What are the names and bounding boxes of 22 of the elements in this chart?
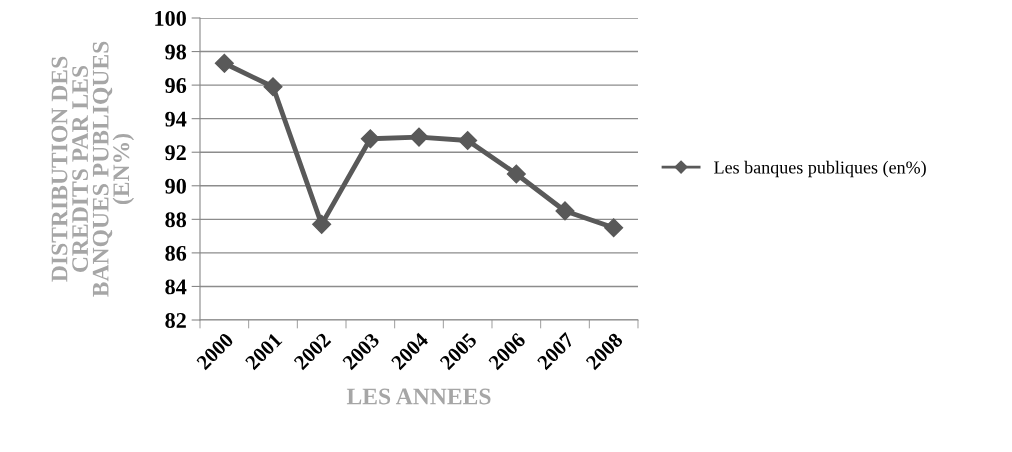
point xyxy=(555,201,575,221)
point xyxy=(458,130,478,151)
y-tick-label: 84 xyxy=(165,279,187,295)
point xyxy=(312,214,332,234)
y-tick-label: 98 xyxy=(165,44,187,60)
point xyxy=(360,129,380,149)
point xyxy=(506,164,526,184)
y-tick-label: 82 xyxy=(165,312,186,328)
y-tick-label: 96 xyxy=(165,78,187,94)
x-axis-title: LES ANNEES xyxy=(346,388,491,405)
y-tick-label: 88 xyxy=(165,212,187,228)
y-tick-label: 86 xyxy=(165,245,187,261)
y-tick-label: 90 xyxy=(165,178,186,194)
point xyxy=(409,127,429,147)
y-tick-label: 100 xyxy=(155,10,186,26)
y-axis-title: DISTRIBUTION DES CREDITS PAR LES BANQUES PUBLIQUES (EN%) xyxy=(51,41,135,297)
point xyxy=(263,77,283,97)
y-tick-label: 92 xyxy=(165,145,186,161)
point xyxy=(604,218,624,238)
point xyxy=(214,53,234,73)
legend-label: Les banques publiques (en%) xyxy=(714,160,926,178)
y-tick-label: 94 xyxy=(165,111,187,127)
